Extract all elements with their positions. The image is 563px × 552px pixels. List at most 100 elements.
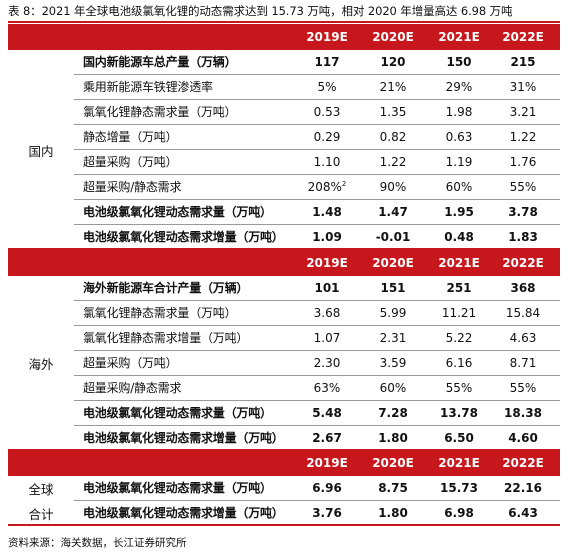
cell-value: 31% [509,80,537,94]
table-row: 乘用新能源车铁锂渗透率 5% 21% 29% 31% [74,75,560,100]
table-cell: 117 [295,50,359,75]
footnote-marker: 2 [341,180,347,188]
table-row: 氯氧化锂静态需求增量（万吨） 1.07 2.31 5.22 4.63 [74,326,560,351]
cell-value: 6.50 [444,431,474,445]
group-label: 全球 合计 [8,476,74,526]
table-cell: 3.21 [491,100,555,125]
table-cell: 8.71 [491,351,555,376]
table-cell: 5.48 [295,401,359,426]
cell-value: 55% [445,381,473,395]
cell-value: 5% [317,80,337,94]
cell-value: 117 [314,55,340,69]
year-header-band: 2019E 2020E 2021E 2022E [8,24,560,50]
table-cell: 1.83 [491,225,555,250]
table-cell: 2.31 [361,326,425,351]
cell-value: 6.98 [444,506,474,520]
year-header: 2020E [372,30,414,44]
table-cell: 1.48 [295,200,359,225]
cell-value: 1.09 [312,230,342,244]
table-cell: 15.73 [427,476,491,501]
cell-value: 29% [445,80,473,94]
cell-value: 4.63 [509,331,537,345]
cell-value: 2.67 [312,431,342,445]
table-cell: 6.96 [295,476,359,501]
table-cell: 1.95 [427,200,491,225]
year-header: 2019E [306,30,348,44]
table-cell: 55% [491,376,555,401]
table-cell: 1.10 [295,150,359,175]
table-cell: 7.28 [361,401,425,426]
cell-value: 251 [446,281,472,295]
cell-value: 13.78 [440,406,478,420]
cell-value: 5.99 [379,306,407,320]
table-row: 超量采购/静态需求 208%2 90% 60% 55% [74,175,560,200]
cell-value: 6.16 [445,356,473,370]
cell-value: 1.19 [445,155,473,169]
cell-value: 60% [379,381,407,395]
year-header: 2020E [372,456,414,470]
table-cell: 29% [427,75,491,100]
year-header: 2022E [502,456,544,470]
table-cell: 1.35 [361,100,425,125]
cell-value: 3.76 [312,506,342,520]
cell-value: 15.73 [440,481,478,495]
cell-value: -0.01 [375,230,411,244]
cell-value: 0.53 [313,105,341,119]
table-row: 国内新能源车总产量（万辆） 117 120 150 215 [74,50,560,75]
table-caption: 表 8：2021 年全球电池级氯氧化锂的动态需求达到 15.73 万吨，相对 2… [8,4,513,18]
table-cell: 215 [491,50,555,75]
table-cell: 90% [361,175,425,200]
table-cell: 15.84 [491,301,555,326]
table-cell: 1.47 [361,200,425,225]
cell-value: 120 [380,55,406,69]
cell-value: 3.78 [508,205,538,219]
cell-value: 90% [379,180,407,194]
cell-value: 5.48 [312,406,342,420]
year-header: 2021E [438,456,480,470]
table-cell: 1.80 [361,426,425,451]
cell-value: 151 [380,281,406,295]
row-label: 静态增量（万吨） [83,130,178,144]
cell-value: 0.82 [379,130,407,144]
table-cell: 6.43 [491,501,555,526]
table-cell: 1.07 [295,326,359,351]
cell-value: 1.76 [509,155,537,169]
table-cell: 251 [427,276,491,301]
table-cell: 22.16 [491,476,555,501]
table-cell: 5.22 [427,326,491,351]
cell-value: 55% [509,180,537,194]
cell-value: 22.16 [504,481,542,495]
year-header: 2020E [372,256,414,270]
cell-value: 2.30 [313,356,341,370]
group-label: 海外 [8,276,74,451]
cell-value: 150 [446,55,472,69]
row-label: 电池级氯氧化锂动态需求增量（万吨） [83,431,284,445]
row-label: 电池级氯氧化锂动态需求量（万吨） [83,205,272,219]
table-row: 电池级氯氧化锂动态需求量（万吨） 1.48 1.47 1.95 3.78 [74,200,560,225]
cell-value: 1.98 [445,105,473,119]
cell-value: 1.47 [378,205,408,219]
table-cell: -0.01 [361,225,425,250]
cell-value: 0.29 [313,130,341,144]
cell-value: 1.80 [378,431,408,445]
table-cell: 6.50 [427,426,491,451]
table-row: 电池级氯氧化锂动态需求增量（万吨） 1.09 -0.01 0.48 1.83 [74,225,560,250]
table-cell: 8.75 [361,476,425,501]
table-cell: 60% [361,376,425,401]
table-cell: 2.67 [295,426,359,451]
cell-value: 0.63 [445,130,473,144]
table-cell: 2.30 [295,351,359,376]
cell-value: 1.83 [508,230,538,244]
cell-value: 6.43 [508,506,538,520]
table-cell: 1.22 [361,150,425,175]
cell-value: 1.35 [379,105,407,119]
cell-value: 8.71 [509,356,537,370]
caption-rule [8,21,560,23]
cell-value: 1.10 [313,155,341,169]
cell-value: 4.60 [508,431,538,445]
table-cell: 1.76 [491,150,555,175]
year-header: 2021E [438,30,480,44]
row-label: 氯氧化锂静态需求增量（万吨） [83,331,249,345]
row-label: 氯氧化锂静态需求量（万吨） [83,105,237,119]
year-header: 2019E [306,456,348,470]
